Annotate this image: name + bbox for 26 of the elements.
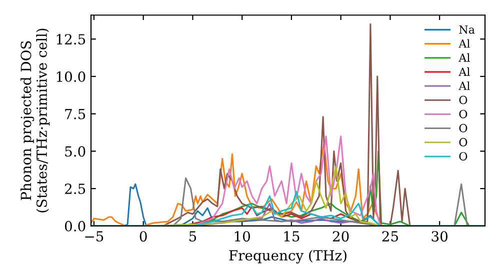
legend-label: O [459, 138, 468, 146]
x-tick-label: 25 [382, 231, 398, 242]
y-tick-label: 10.0 [56, 71, 86, 82]
legend-label: Al [458, 53, 470, 62]
x-tick-label: 0 [140, 231, 147, 242]
legend-label: Na [459, 25, 475, 34]
legend-label: O [459, 152, 468, 160]
legend-label: O [459, 124, 468, 132]
x-tick-label: 20 [332, 231, 349, 242]
legend-label: O [459, 110, 468, 118]
x-tick-label: −5 [85, 231, 104, 242]
y-tick-label: 0.0 [64, 220, 86, 232]
y-tick-label: 5.0 [65, 146, 86, 157]
x-axis-title: Frequency (THz) [229, 250, 346, 264]
legend-label: O [459, 96, 468, 104]
legend-label: Al [458, 39, 470, 48]
y-axis-title: Phonon projected DOS (States/THz·primitive cell) [20, 28, 50, 212]
x-tick-label: 15 [284, 231, 300, 242]
legend-label: Al [458, 67, 470, 76]
legend-label: Al [458, 81, 470, 90]
x-tick-label: 5 [189, 231, 196, 242]
x-tick-label: 10 [234, 231, 250, 242]
y-tick-label: 7.5 [65, 108, 86, 120]
y-tick-label: 12.5 [56, 34, 86, 45]
x-tick-label: 30 [432, 231, 448, 242]
y-tick-label: 2.5 [64, 184, 86, 194]
